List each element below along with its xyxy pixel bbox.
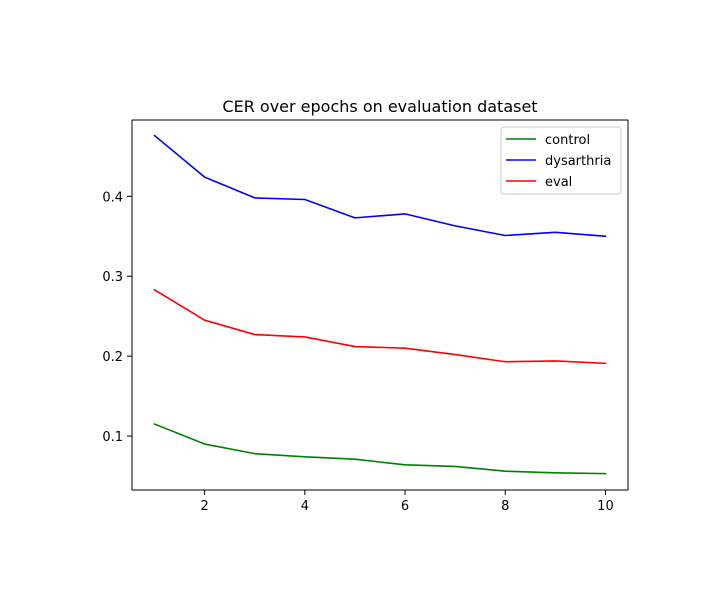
legend-label-eval: eval [545,175,572,190]
x-tick-label: 8 [501,499,509,514]
x-axis: 2 4 6 8 10 [201,490,614,514]
y-tick-label: 0.1 [102,430,123,445]
chart-title: CER over epochs on evaluation dataset [222,97,537,116]
x-tick-label: 2 [201,499,209,514]
y-tick-label: 0.4 [102,190,123,205]
x-tick-label: 4 [301,499,309,514]
legend-label-control: control [545,133,590,148]
series-line-control [153,423,607,475]
legend-label-dysarthria: dysarthria [545,154,611,169]
series-line-dysarthria [153,134,607,238]
series-line-eval [153,288,607,365]
x-tick-label: 10 [597,499,614,514]
y-tick-label: 0.3 [102,270,123,285]
plot-area-frame [131,119,629,491]
series-layer [153,134,607,475]
y-tick-label: 0.2 [102,350,123,365]
legend: control dysarthria eval [500,126,622,195]
legend-box [500,126,622,195]
x-tick-label: 6 [401,499,409,514]
y-axis: 0.1 0.2 0.3 0.4 [102,190,132,445]
